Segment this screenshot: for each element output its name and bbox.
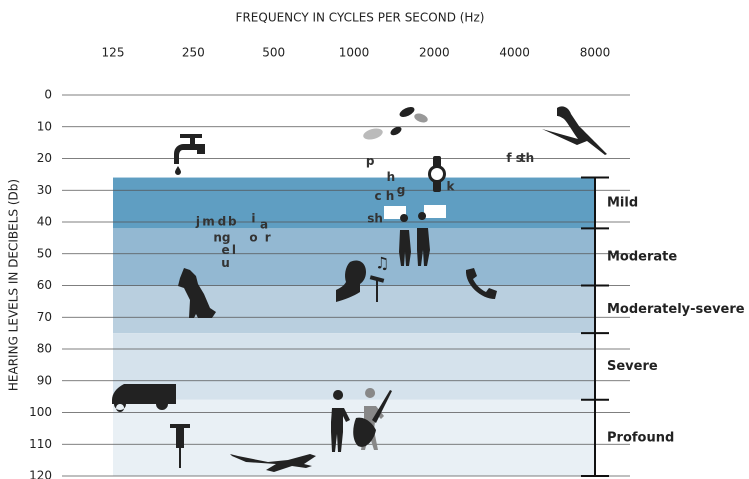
speech-sound: p bbox=[366, 154, 375, 168]
speech-sound: th bbox=[520, 151, 534, 165]
speech-sound: g bbox=[397, 183, 406, 197]
note-icon: ♫ bbox=[375, 254, 389, 273]
y-tick-label: 120 bbox=[29, 469, 52, 479]
speech-sound: c h bbox=[374, 189, 394, 203]
x-tick-label: 250 bbox=[182, 46, 205, 60]
speech-sound: m bbox=[202, 215, 215, 229]
speech-sound: h bbox=[387, 170, 396, 184]
level-label: Severe bbox=[607, 359, 658, 374]
y-tick-label: 50 bbox=[37, 246, 52, 260]
speech-sound: i bbox=[251, 211, 255, 225]
y-axis-title: HEARING LEVELS IN DECIBELS (Db) bbox=[7, 179, 21, 391]
y-tick-label: 60 bbox=[37, 278, 52, 292]
y-tick-label: 100 bbox=[29, 405, 52, 419]
speech-sound: sh bbox=[367, 211, 383, 225]
level-label: Mild bbox=[607, 195, 638, 210]
level-band bbox=[113, 333, 595, 400]
y-tick-label: 70 bbox=[37, 310, 52, 324]
speech-sound: u bbox=[221, 256, 230, 270]
speech-sound: b bbox=[228, 215, 237, 229]
y-tick-label: 80 bbox=[37, 342, 52, 356]
x-tick-label: 2000 bbox=[419, 46, 450, 60]
level-label: Profound bbox=[607, 430, 674, 445]
x-tick-label: 125 bbox=[102, 46, 125, 60]
y-tick-label: 90 bbox=[37, 373, 52, 387]
speech-sound: o bbox=[249, 230, 257, 244]
x-tick-label: 8000 bbox=[580, 46, 611, 60]
faucet-icon bbox=[174, 134, 205, 175]
speech-sound: r bbox=[265, 230, 271, 244]
y-tick-label: 20 bbox=[37, 151, 52, 165]
speech-sound: d bbox=[218, 215, 227, 229]
y-tick-label: 30 bbox=[37, 183, 52, 197]
speech-sound: l bbox=[232, 243, 236, 257]
level-label: Moderate bbox=[607, 249, 677, 264]
x-tick-label: 4000 bbox=[499, 46, 530, 60]
leaves-icon bbox=[362, 105, 429, 141]
speech-sound: j bbox=[195, 215, 200, 229]
y-tick-label: 110 bbox=[29, 437, 52, 451]
chart-title: FREQUENCY IN CYCLES PER SECOND (Hz) bbox=[236, 11, 485, 25]
y-tick-label: 10 bbox=[37, 119, 52, 133]
y-tick-label: 0 bbox=[44, 88, 52, 102]
chart: 0 10 20 30 40 50 60 70 80 90 100 110 120 125 250 500 100… bbox=[0, 0, 749, 479]
speech-sound: k bbox=[447, 180, 456, 194]
y-tick-label: 40 bbox=[37, 215, 52, 229]
level-band bbox=[113, 178, 595, 229]
bird-icon bbox=[542, 106, 607, 155]
level-label: Moderately-severe bbox=[607, 302, 745, 317]
x-tick-label: 500 bbox=[262, 46, 285, 60]
x-tick-label: 1000 bbox=[339, 46, 370, 60]
